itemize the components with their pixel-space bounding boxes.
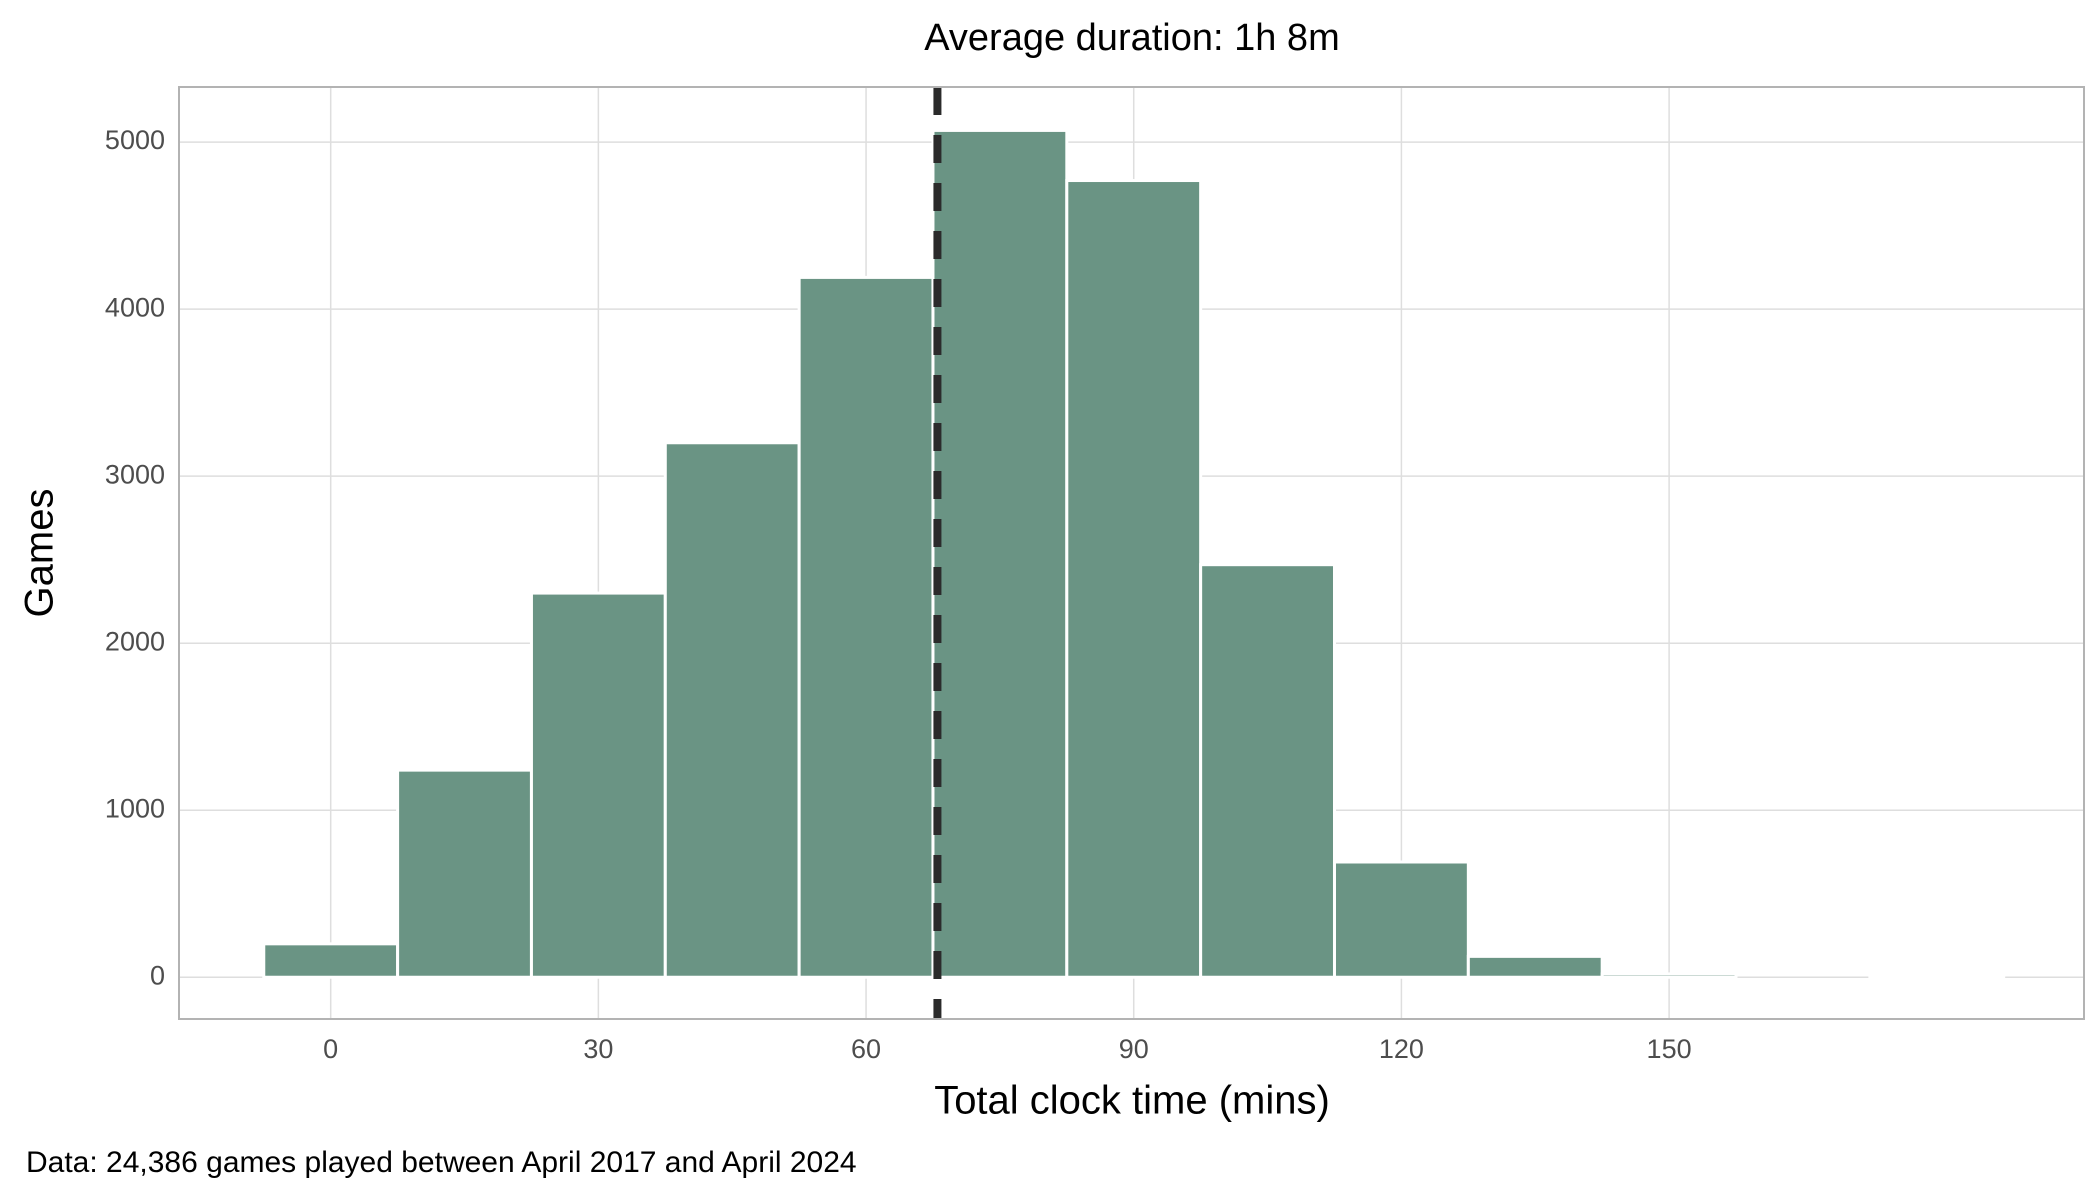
chart-title: Average duration: 1h 8m [924, 17, 1339, 59]
bar [529, 591, 667, 979]
y-tick-label: 0 [150, 960, 165, 990]
y-tick-label: 4000 [105, 292, 165, 322]
x-tick-label: 0 [323, 1034, 338, 1064]
plot-border [178, 86, 2085, 1020]
bar [1466, 954, 1604, 979]
bar [262, 942, 400, 979]
y-tick-label: 5000 [105, 125, 165, 155]
caption: Data: 24,386 games played between April … [26, 1146, 857, 1179]
bar [1868, 974, 2006, 979]
x-axis-title: Total clock time (mins) [934, 1079, 1330, 1123]
bar [1600, 972, 1738, 979]
x-tick-label: 90 [1119, 1034, 1149, 1064]
x-tick-label: 30 [583, 1034, 613, 1064]
y-tick-label: 3000 [105, 459, 165, 489]
bar [797, 275, 935, 979]
bar [1199, 563, 1336, 979]
bar [1332, 860, 1470, 979]
bar [663, 441, 801, 979]
bar [931, 128, 1069, 979]
x-tick-label: 60 [851, 1034, 881, 1064]
y-tick-label: 2000 [105, 626, 165, 656]
y-tick-label: 1000 [105, 793, 165, 823]
x-tick-label: 150 [1647, 1034, 1692, 1064]
bar [396, 768, 533, 979]
bar [1065, 179, 1203, 979]
x-tick-label: 120 [1379, 1034, 1424, 1064]
y-axis-title: Games [18, 489, 62, 618]
